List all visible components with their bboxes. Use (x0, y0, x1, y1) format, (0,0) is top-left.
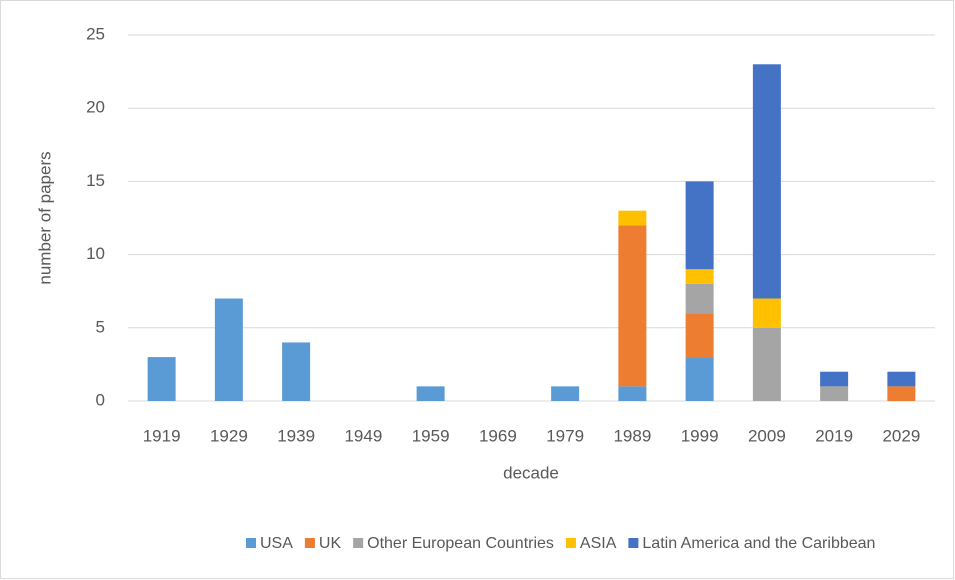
legend-swatch (565, 538, 576, 548)
legend-label: Latin America and the Caribbean (642, 535, 875, 552)
x-tick-label: 2029 (882, 426, 920, 445)
x-tick-label: 1949 (344, 426, 382, 445)
y-axis-title: number of papers (35, 151, 54, 284)
bar-segment (282, 342, 311, 401)
bar-segment (618, 225, 647, 387)
bar-segment (887, 386, 916, 401)
bar-segment (685, 181, 714, 270)
x-tick-label: 1969 (479, 426, 517, 445)
bar-segment (820, 386, 849, 401)
y-tick-label: 20 (86, 98, 105, 117)
x-tick-label: 2009 (748, 426, 786, 445)
y-tick-label: 5 (96, 317, 105, 336)
bar-segment (752, 64, 781, 299)
legend-label: Other European Countries (367, 535, 554, 552)
bar-segment (752, 327, 781, 401)
legend-swatch (246, 538, 256, 548)
x-tick-label: 1959 (412, 426, 450, 445)
bar-segment (551, 386, 580, 401)
bar-segment (685, 313, 714, 358)
bar-segment (685, 283, 714, 314)
bar-segment (618, 210, 647, 226)
bar-segment (147, 357, 176, 401)
x-tick-label: 1989 (613, 426, 651, 445)
bar-segment (685, 269, 714, 284)
bar-segment (416, 386, 445, 401)
x-axis-title: decade (503, 463, 559, 482)
x-tick-label: 1929 (210, 426, 248, 445)
legend-swatch (628, 538, 639, 548)
bar-segment (752, 298, 781, 328)
x-tick-label: 1919 (143, 426, 181, 445)
bar-segment (214, 298, 243, 401)
y-tick-label: 25 (86, 24, 105, 43)
x-tick-label: 2019 (815, 426, 853, 445)
bar-segment (887, 371, 916, 387)
legend-label: UK (319, 535, 342, 552)
legend-swatch (353, 538, 364, 548)
legend-label: ASIA (580, 535, 617, 552)
x-tick-label: 1979 (546, 426, 584, 445)
bar-segment (618, 386, 647, 401)
y-tick-label: 10 (86, 244, 105, 263)
y-tick-label: 15 (86, 171, 105, 190)
x-tick-label: 1999 (681, 426, 719, 445)
bar-segment (820, 371, 849, 387)
bar-segment (685, 357, 714, 401)
y-tick-label: 0 (96, 390, 105, 409)
legend-swatch (304, 538, 315, 548)
legend-label: USA (260, 535, 293, 552)
x-tick-label: 1939 (277, 426, 315, 445)
legend: USA UK Other European Countries ASIA Latin A… (246, 535, 875, 552)
